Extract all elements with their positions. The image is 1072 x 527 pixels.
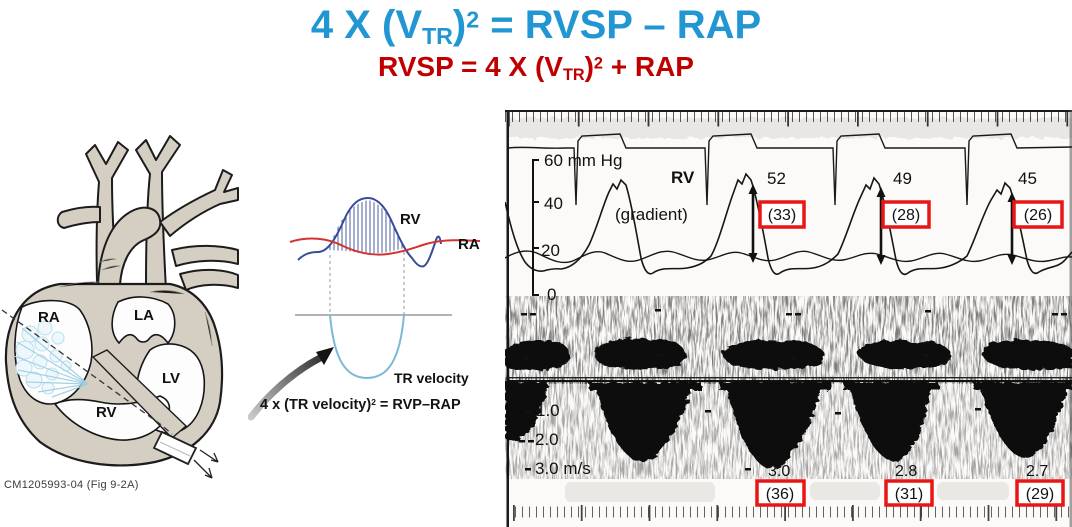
rv-pressure-curve bbox=[297, 196, 442, 268]
velocity-scale-3: 3.0 m/s bbox=[535, 459, 591, 478]
systolic-flow-blobs bbox=[505, 338, 1072, 371]
ecg-trace bbox=[507, 133, 1072, 206]
heart-illustration: RA LA LV RV CM1205993-04 (Fig 9-2A) bbox=[1, 135, 239, 491]
formula-text: ) bbox=[452, 3, 467, 47]
gradient-value-2: (28) bbox=[892, 207, 920, 224]
formula-superscript: 2 bbox=[593, 54, 603, 73]
top-border bbox=[505, 110, 1072, 112]
echo-gradient-label: (gradient) bbox=[615, 205, 688, 224]
peak-velocity-2: 2.8 bbox=[895, 463, 917, 480]
velocity-scale-1: 1.0 bbox=[536, 401, 560, 420]
chamber-rv bbox=[53, 395, 171, 441]
formula-text: 4 x (TR velocity) bbox=[260, 397, 372, 413]
septum bbox=[91, 349, 188, 439]
peak-velocity-1: 3.0 bbox=[768, 463, 790, 480]
echo-rv-label: RV bbox=[671, 168, 695, 187]
formula-superscript: 2 bbox=[466, 6, 480, 33]
pointer-arrow bbox=[247, 347, 334, 421]
scale-20: 20 bbox=[541, 241, 560, 260]
tr-velocity-formula: 4 x (TR velocity)2 = RVP–RAP bbox=[260, 397, 505, 413]
formula-text: = RVP–RAP bbox=[375, 397, 461, 413]
gradient-value-1: (33) bbox=[768, 207, 796, 224]
doppler-baseline bbox=[508, 380, 1072, 383]
gradient-value-3: (26) bbox=[1024, 207, 1052, 224]
great-vessels bbox=[56, 135, 239, 291]
formula-text: = RVSP – RAP bbox=[479, 3, 762, 47]
scale-60: 60 mm Hg bbox=[544, 151, 622, 170]
tr-velocity-envelope bbox=[329, 314, 405, 380]
scale-40: 40 bbox=[544, 194, 563, 213]
peak-pressure-3: 45 bbox=[1018, 169, 1037, 188]
scale-0: 0 bbox=[547, 285, 556, 304]
velocity-gradient-3: (29) bbox=[1026, 486, 1054, 503]
formula-title-secondary: RVSP = 4 X (VTR)2 + RAP bbox=[0, 52, 1072, 84]
shading-hatches bbox=[19, 258, 213, 347]
figure-caption: CM1205993-04 (Fig 9-2A) bbox=[4, 479, 139, 491]
velocity-scale-2: 2.0 bbox=[535, 430, 559, 449]
hatched-gradient-area bbox=[328, 200, 404, 254]
formula-text: ) bbox=[584, 51, 594, 82]
formula-subscript: TR bbox=[562, 66, 585, 85]
rv-pressure-trace bbox=[504, 172, 1072, 276]
echo-tracing-panel: 60 mm Hg 40 20 0 RV (gradient) 52 49 45 … bbox=[504, 110, 1072, 527]
ra-pressure-curve bbox=[289, 237, 481, 256]
tr-jet-envelopes bbox=[505, 382, 1072, 469]
ra-pressure-trace bbox=[504, 250, 1072, 264]
formula-text: + RAP bbox=[602, 51, 694, 82]
formula-superscript: 2 bbox=[371, 397, 376, 408]
calibration-dashes bbox=[519, 309, 1067, 471]
scan-smudges bbox=[565, 482, 1009, 502]
left-border bbox=[506, 110, 509, 527]
label-ra-curve: RA bbox=[458, 236, 480, 253]
formula-text: RVSP = 4 X (V bbox=[378, 51, 563, 82]
label-tr-velocity: TR velocity bbox=[394, 370, 469, 386]
timing-dashed-lines bbox=[329, 252, 405, 315]
velocity-gradient-1: (36) bbox=[766, 486, 794, 503]
doppler-baseline-upper bbox=[508, 377, 1072, 379]
formula-text: 4 X (V bbox=[310, 3, 422, 47]
gradient-arrows bbox=[748, 184, 1017, 265]
regurgitant-jet bbox=[13, 320, 89, 398]
scanline-dashed bbox=[1, 309, 173, 435]
label-la: LA bbox=[134, 307, 154, 324]
chamber-la bbox=[111, 296, 176, 345]
right-border bbox=[1069, 110, 1072, 527]
peak-pressure-2: 49 bbox=[893, 169, 912, 188]
heart-diagram-panel: RA LA LV RV CM1205993-04 (Fig 9-2A) bbox=[0, 112, 240, 492]
formula-subscript: TR bbox=[422, 22, 453, 49]
formula-title-primary: 4 X (VTR)2 = RVSP – RAP bbox=[0, 4, 1072, 48]
gradient-value-boxes-velocity: (36) (31) (29) bbox=[755, 479, 1065, 507]
velocity-gradient-2: (31) bbox=[895, 486, 923, 503]
pressure-velocity-svg: RV RA TR velocity bbox=[247, 196, 481, 421]
label-lv: LV bbox=[162, 370, 180, 387]
echo-tracing-svg: 60 mm Hg 40 20 0 RV (gradient) 52 49 45 … bbox=[504, 110, 1072, 527]
label-ra: RA bbox=[38, 309, 60, 326]
gradient-value-boxes-pressure: (33) (28) (26) bbox=[758, 200, 1064, 229]
peak-velocity-3: 2.7 bbox=[1026, 463, 1048, 480]
pressure-scale-bracket bbox=[532, 159, 539, 296]
ultrasound-probe bbox=[152, 430, 219, 479]
label-rv-curve: RV bbox=[400, 211, 421, 228]
pressure-velocity-diagram: RV RA TR velocity 4 x (TR velocity)2 = R… bbox=[247, 160, 500, 422]
scan-direction-arrows bbox=[193, 449, 219, 479]
peak-pressure-1: 52 bbox=[767, 169, 786, 188]
label-rv: RV bbox=[96, 404, 117, 421]
